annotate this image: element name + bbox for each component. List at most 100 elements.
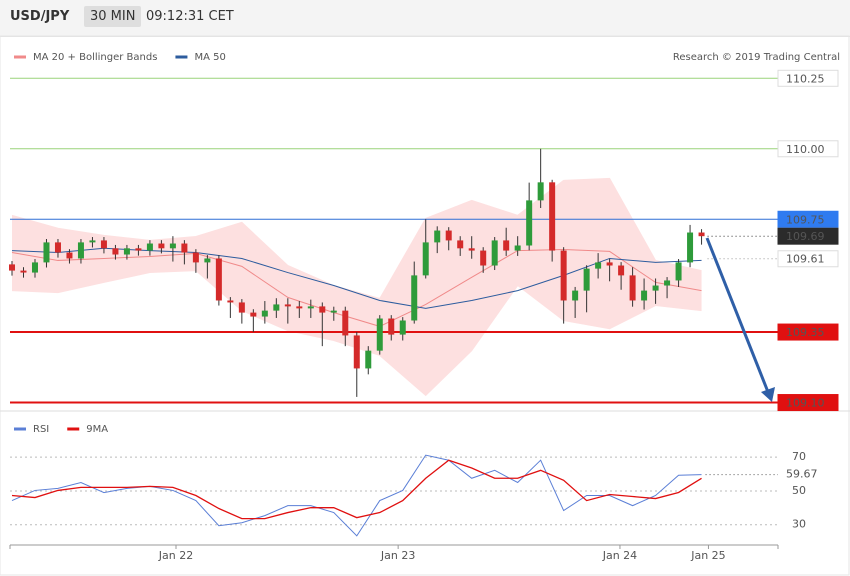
candle-body (537, 182, 544, 201)
candle-body (192, 252, 199, 263)
x-tick-label: Jan 25 (690, 549, 725, 562)
candle-body (181, 243, 188, 253)
indicator-line (11, 459, 702, 520)
candle-body (606, 262, 613, 266)
candle-body (365, 350, 372, 369)
candle-body (112, 248, 119, 255)
candle-body (549, 182, 556, 251)
frame (0, 35, 850, 576)
candle-body (664, 280, 671, 286)
candle-body (238, 302, 245, 313)
level-label: 109.61 (786, 253, 825, 266)
legend-label: RSI (33, 424, 49, 435)
candle-body (284, 304, 291, 307)
arrow-shaft (705, 237, 770, 393)
level-label: 110.00 (786, 143, 825, 156)
candle-body (560, 250, 567, 301)
candle-body (480, 250, 487, 266)
candle-body (411, 275, 418, 321)
level-box (777, 69, 839, 87)
candle-body (457, 240, 464, 249)
level-label: 110.25 (786, 72, 825, 85)
level-box (777, 210, 839, 228)
candle-body (158, 243, 165, 249)
candle-body (434, 230, 441, 243)
level-label: 109.69 (786, 230, 825, 243)
candle-body (123, 248, 130, 255)
candle-body (307, 306, 314, 309)
level-box (777, 140, 839, 158)
forecast-arrow (705, 237, 775, 402)
level-label: 59.67 (786, 468, 818, 481)
x-tick-label: Jan 24 (602, 549, 637, 562)
level-box (777, 227, 839, 245)
candle-body (273, 304, 280, 311)
y-tick-label: 50 (792, 484, 806, 497)
level-box (777, 394, 839, 412)
level-label: 109.10 (786, 397, 825, 410)
candle-body (687, 232, 694, 263)
candle-body (169, 243, 176, 249)
bollinger-upper (11, 177, 702, 300)
candle-body (250, 312, 257, 317)
time: 09:12:31 CET (146, 9, 234, 24)
candle-body (445, 230, 452, 241)
candle-body (319, 306, 326, 313)
candle-body (698, 232, 705, 237)
legend-label: MA 20 + Bollinger Bands (33, 52, 157, 63)
candle-body (146, 243, 153, 251)
legend-label: MA 50 (194, 52, 225, 63)
level-label: 109.35 (786, 326, 825, 339)
candle-body (675, 262, 682, 281)
candle-body (135, 248, 142, 251)
arrow-head (761, 387, 775, 402)
credit: Research © 2019 Trading Central (673, 52, 840, 63)
candle-body (54, 242, 61, 253)
candle-body (526, 200, 533, 246)
level-label: 109.75 (786, 213, 825, 226)
candle-body (376, 318, 383, 351)
candle-body (399, 320, 406, 335)
candle-body (652, 285, 659, 291)
y-tick-label: 70 (792, 450, 806, 463)
candle-body (503, 240, 510, 251)
candle-body (491, 240, 498, 266)
candle-body (204, 258, 211, 263)
candle-body (77, 242, 84, 259)
candle-body (100, 240, 107, 249)
candle-body (422, 242, 429, 276)
symbol: USD/JPY (10, 9, 70, 24)
level-box (777, 323, 839, 341)
candle-body (330, 310, 337, 313)
indicator-line (11, 454, 702, 537)
candle-body (629, 275, 636, 301)
candle-body (583, 268, 590, 291)
candle-body (43, 242, 50, 263)
candle-body (227, 300, 234, 303)
candle-body (572, 290, 579, 301)
x-tick-label: Jan 22 (158, 549, 193, 562)
candle-body (353, 335, 360, 369)
candle-body (388, 318, 395, 335)
candle-body (89, 240, 96, 243)
candle-body (296, 306, 303, 309)
candle-body (468, 248, 475, 251)
candle-body (20, 270, 27, 273)
candle-body (618, 265, 625, 276)
candle-body (514, 245, 521, 251)
level-box (777, 250, 839, 268)
x-tick-label: Jan 23 (380, 549, 415, 562)
interval[interactable]: 30 MIN (84, 6, 142, 27)
candle-body (66, 252, 73, 259)
legend-label: 9MA (86, 424, 108, 435)
candle-body (215, 258, 222, 301)
candle-body (641, 290, 648, 301)
candle-body (261, 310, 268, 317)
candle-body (595, 262, 602, 269)
candle-body (9, 264, 15, 271)
candle-body (31, 262, 38, 273)
candle-body (342, 310, 349, 336)
y-tick-label: 30 (792, 518, 806, 531)
